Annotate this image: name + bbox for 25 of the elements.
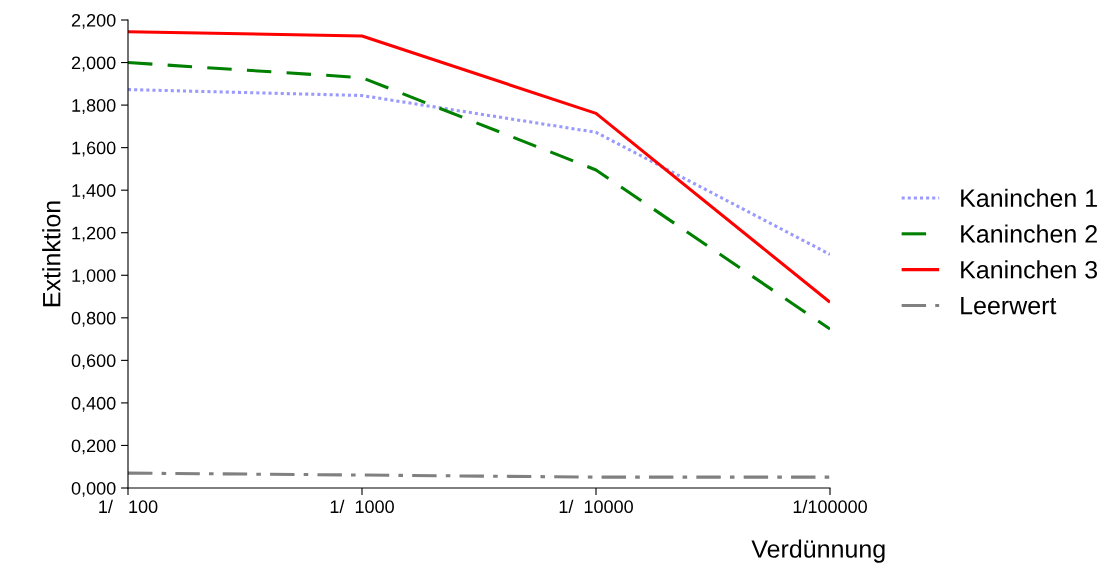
y-tick-label: 1,000 bbox=[72, 269, 116, 285]
legend-label: Kaninchen 3 bbox=[961, 260, 1098, 279]
y-tick-label: 0,400 bbox=[71, 396, 116, 412]
line-series bbox=[128, 88, 830, 256]
legend-label: Leerwert bbox=[961, 296, 1057, 315]
x-tick-label: 1/ 100 bbox=[99, 499, 158, 514]
y-tick-label: 2,000 bbox=[71, 56, 116, 72]
y-tick-label: 1,200 bbox=[72, 226, 116, 242]
y-tick-label: 0,200 bbox=[71, 439, 116, 455]
y-tick-label: 2,200 bbox=[71, 13, 116, 29]
legend-label: Kaninchen 1 bbox=[961, 188, 1097, 207]
line-series bbox=[128, 61, 830, 331]
y-tick-label: 1,600 bbox=[72, 141, 116, 157]
y-tick-label: 0,000 bbox=[71, 481, 116, 497]
y-tick-label: 1,400 bbox=[72, 184, 116, 200]
y-tick-label: 0,600 bbox=[71, 354, 116, 370]
x-tick-label: 1/ 10000 bbox=[559, 499, 633, 514]
x-axis-title: Verdünnung bbox=[751, 539, 885, 563]
legend-label: Kaninchen 2 bbox=[961, 224, 1097, 243]
x-tick-label: 1/100000 bbox=[793, 499, 867, 514]
line-series bbox=[128, 30, 830, 304]
y-tick-label: 1,800 bbox=[72, 99, 116, 114]
y-tick-label: 0,800 bbox=[71, 311, 116, 327]
y-axis-title: Extinktion bbox=[42, 201, 61, 307]
x-tick-label: 1/ 1000 bbox=[330, 499, 394, 514]
